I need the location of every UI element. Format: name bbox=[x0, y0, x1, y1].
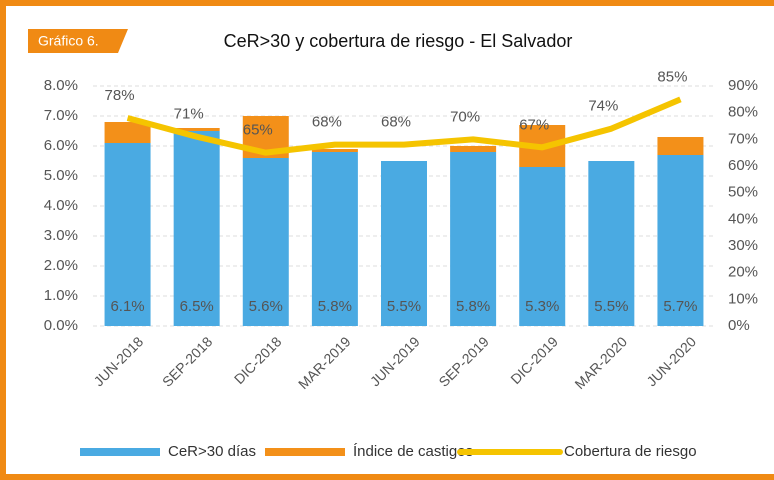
value-label: 68% bbox=[381, 114, 411, 131]
bar bbox=[173, 131, 220, 326]
line bbox=[126, 96, 682, 156]
value-label: 68% bbox=[312, 114, 342, 131]
chart-title: CeR>30 y cobertura de riesgo - El Salvad… bbox=[224, 31, 573, 51]
value-label: 5.5% bbox=[594, 298, 628, 315]
bar bbox=[381, 161, 427, 326]
y2-tick-label: 0% bbox=[728, 317, 750, 334]
y2-tick-label: 30% bbox=[728, 237, 758, 254]
bar bbox=[104, 143, 151, 326]
bar bbox=[104, 122, 151, 143]
value-label: 70% bbox=[450, 108, 480, 125]
value-label: 5.8% bbox=[456, 298, 490, 315]
bar bbox=[657, 137, 704, 155]
value-label: 71% bbox=[174, 106, 204, 123]
y-tick-label: 4.0% bbox=[44, 197, 78, 214]
bar bbox=[311, 152, 358, 326]
value-label: 67% bbox=[519, 116, 549, 133]
y-tick-label: 8.0% bbox=[44, 77, 78, 94]
legend-label: Cobertura de riesgo bbox=[564, 443, 697, 460]
y-tick-label: 6.0% bbox=[44, 137, 78, 154]
legend-label: Índice de castigos bbox=[353, 443, 473, 460]
bar bbox=[311, 149, 358, 152]
y2-tick-label: 60% bbox=[728, 157, 758, 174]
bar bbox=[173, 128, 220, 131]
y-tick-label: 3.0% bbox=[44, 227, 78, 244]
value-label: 6.5% bbox=[180, 298, 214, 315]
value-label: 78% bbox=[105, 87, 135, 104]
legend-swatch bbox=[265, 448, 345, 456]
bar bbox=[450, 146, 497, 152]
bar bbox=[657, 155, 704, 326]
value-label: 85% bbox=[657, 68, 687, 85]
bar bbox=[519, 167, 566, 326]
badge: Gráfico 6. bbox=[38, 33, 99, 49]
y2-tick-label: 20% bbox=[728, 264, 758, 281]
value-label: 74% bbox=[588, 98, 618, 115]
y2-tick-label: 70% bbox=[728, 130, 758, 147]
legend-label: CeR>30 días bbox=[168, 443, 256, 460]
badge-shape bbox=[28, 29, 128, 53]
value-label: 65% bbox=[243, 122, 273, 139]
y-tick-label: 7.0% bbox=[44, 107, 78, 124]
y2-tick-label: 10% bbox=[728, 290, 758, 307]
bar bbox=[450, 152, 497, 326]
y-tick-label: 2.0% bbox=[44, 257, 78, 274]
bar bbox=[588, 161, 635, 326]
value-label: 5.6% bbox=[249, 298, 283, 315]
value-label: 5.3% bbox=[525, 298, 559, 315]
y2-tick-label: 50% bbox=[728, 184, 758, 201]
y2-tick-label: 80% bbox=[728, 104, 758, 121]
legend-swatch bbox=[80, 448, 160, 456]
value-label: 5.5% bbox=[387, 298, 421, 315]
y-tick-label: 0.0% bbox=[44, 317, 78, 334]
value-label: 6.1% bbox=[110, 298, 144, 315]
y2-tick-label: 90% bbox=[728, 77, 758, 94]
value-label: 5.8% bbox=[318, 298, 352, 315]
y2-tick-label: 40% bbox=[728, 210, 758, 227]
value-label: 5.7% bbox=[663, 298, 697, 315]
y-tick-label: 5.0% bbox=[44, 167, 78, 184]
y-tick-label: 1.0% bbox=[44, 287, 78, 304]
bar bbox=[242, 158, 289, 326]
